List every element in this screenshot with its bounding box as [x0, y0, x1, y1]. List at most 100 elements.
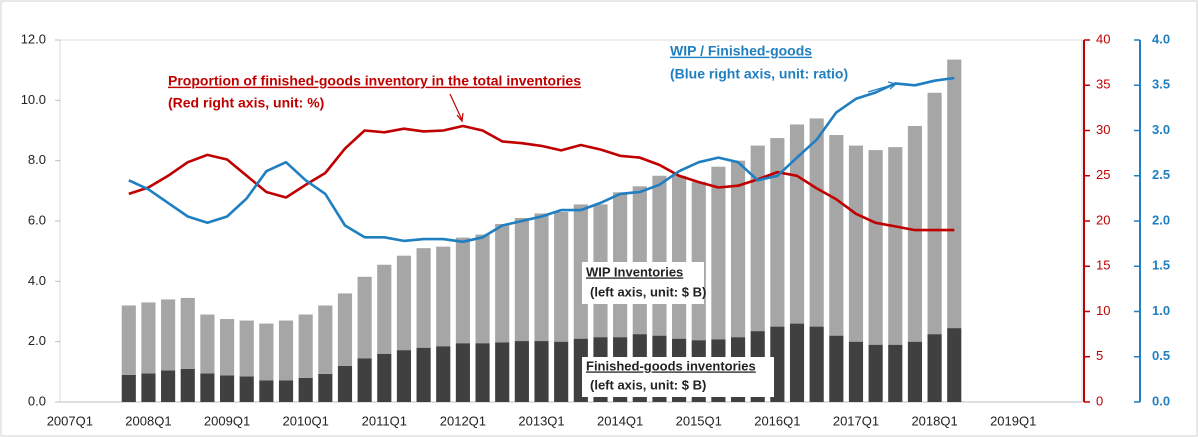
bar — [927, 92, 942, 335]
bar — [868, 344, 883, 402]
y3-tick-label: 0.5 — [1152, 348, 1170, 363]
y2-tick-label: 25 — [1096, 167, 1110, 182]
bar — [416, 248, 431, 348]
bar — [947, 328, 962, 402]
bar — [770, 138, 785, 327]
bar — [534, 213, 549, 342]
label-background — [582, 262, 704, 304]
bar — [337, 365, 353, 402]
bar — [947, 59, 962, 329]
x-tick-label: 2018Q1 — [911, 413, 957, 428]
y-tick-label: 2.0 — [28, 333, 46, 348]
y-tick-label: 8.0 — [28, 152, 46, 167]
bar — [829, 135, 844, 336]
wip-axis-note: (left axis, unit: $ B) — [590, 284, 706, 299]
y3-tick-label: 3.0 — [1152, 122, 1170, 137]
bar — [161, 370, 176, 402]
bar — [278, 320, 294, 381]
bar — [907, 341, 923, 402]
x-tick-label: 2012Q1 — [440, 413, 486, 428]
bar — [495, 342, 510, 402]
bar — [475, 343, 490, 402]
bar — [357, 276, 372, 359]
bar — [927, 334, 942, 402]
bar — [554, 341, 569, 402]
bar — [219, 375, 235, 402]
bar — [161, 299, 176, 371]
bar — [180, 297, 195, 369]
x-tick-label: 2015Q1 — [676, 413, 722, 428]
bar — [259, 380, 274, 402]
bar — [298, 314, 313, 378]
bar — [652, 175, 667, 336]
bar — [396, 255, 412, 351]
bar — [514, 217, 529, 342]
x-tick-label: 2013Q1 — [518, 413, 564, 428]
y-tick-label: 10.0 — [21, 92, 46, 107]
bar — [475, 234, 490, 344]
arrowhead — [456, 112, 464, 123]
bar — [455, 343, 470, 402]
bar — [672, 175, 687, 339]
bar — [318, 373, 333, 402]
bar — [200, 314, 215, 374]
y-tick-label: 12.0 — [21, 31, 46, 46]
blue-line-label: WIP / Finished-goods — [670, 43, 812, 59]
y3-tick-label: 1.0 — [1152, 303, 1170, 318]
bar — [396, 350, 412, 402]
fg-label: Finished-goods inventories — [586, 358, 756, 373]
y2-tick-label: 20 — [1096, 212, 1110, 227]
arrow — [449, 93, 463, 121]
bar — [573, 204, 588, 339]
y3-tick-label: 3.5 — [1152, 77, 1170, 92]
y-tick-label: 0.0 — [28, 393, 46, 408]
bar — [750, 145, 765, 332]
bar — [200, 373, 215, 402]
bar — [337, 293, 353, 366]
bar — [377, 353, 392, 402]
bar — [730, 160, 746, 338]
bar — [239, 376, 254, 402]
bar — [377, 264, 392, 354]
label-background — [582, 357, 774, 397]
bar — [141, 373, 156, 402]
bar — [534, 341, 549, 402]
bar — [888, 344, 903, 402]
bar — [219, 319, 235, 376]
red-axis-note: (Red right axis, unit: %) — [168, 95, 324, 111]
x-tick-label: 2016Q1 — [754, 413, 800, 428]
bar — [514, 341, 529, 402]
bar — [809, 118, 824, 327]
bar — [632, 186, 647, 335]
y2-tick-label: 35 — [1096, 77, 1110, 92]
y3-tick-label: 2.5 — [1152, 167, 1170, 182]
blue-axis-note: (Blue right axis, unit: ratio) — [670, 66, 848, 82]
y2-tick-label: 15 — [1096, 258, 1110, 273]
bar — [141, 302, 156, 374]
arrowhead — [887, 81, 898, 90]
line — [128, 76, 955, 244]
y3-tick-label: 4.0 — [1152, 31, 1170, 46]
bar — [554, 211, 569, 342]
y2-tick-label: 30 — [1096, 122, 1110, 137]
bar — [848, 341, 864, 402]
y3-tick-label: 1.5 — [1152, 258, 1170, 273]
bar — [907, 125, 923, 342]
bar — [848, 145, 864, 342]
bar — [436, 346, 451, 402]
bar — [829, 335, 844, 402]
y3-tick-label: 2.0 — [1152, 212, 1170, 227]
x-tick-label: 2010Q1 — [283, 413, 329, 428]
line — [128, 124, 955, 232]
bar — [416, 347, 431, 402]
y2-tick-label: 40 — [1096, 31, 1110, 46]
fg-axis-note: (left axis, unit: $ B) — [590, 377, 706, 392]
bar — [298, 377, 313, 402]
y2-tick-label: 10 — [1096, 303, 1110, 318]
bar — [259, 323, 274, 381]
bar — [809, 326, 824, 402]
bar — [357, 358, 372, 402]
x-tick-label: 2007Q1 — [47, 413, 93, 428]
x-tick-label: 2019Q1 — [990, 413, 1036, 428]
